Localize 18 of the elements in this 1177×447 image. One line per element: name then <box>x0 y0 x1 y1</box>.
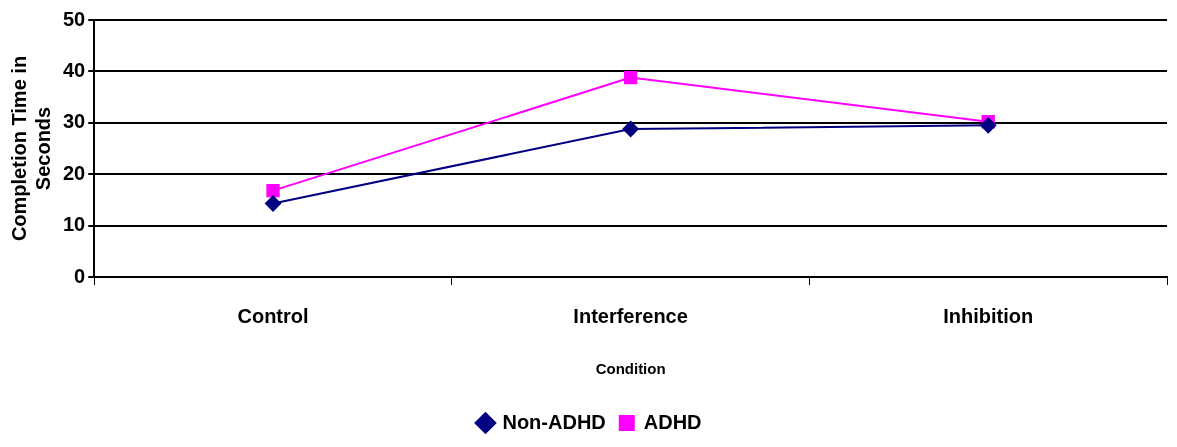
y-tick-label: 50 <box>63 7 86 30</box>
y-axis-title: Completion Time in Seconds <box>7 55 54 242</box>
point <box>265 195 282 212</box>
y-tick-label: 0 <box>74 264 86 287</box>
point <box>622 120 639 137</box>
point <box>980 117 997 134</box>
x-axis-title: Condition <box>595 360 666 378</box>
y-tick-label: 40 <box>63 58 86 81</box>
y-tick-label: 10 <box>63 213 86 236</box>
x-tick-label: Control <box>237 304 309 327</box>
x-tick-label: Interference <box>573 304 688 327</box>
point <box>266 183 280 198</box>
x-tick-label: Inhibition <box>943 304 1034 327</box>
y-tick-label: 30 <box>63 110 86 133</box>
point <box>623 70 638 85</box>
y-tick-label: 20 <box>63 161 86 184</box>
legend-label: ADHD <box>643 410 702 433</box>
legend-label: Non-ADHD <box>502 410 606 433</box>
